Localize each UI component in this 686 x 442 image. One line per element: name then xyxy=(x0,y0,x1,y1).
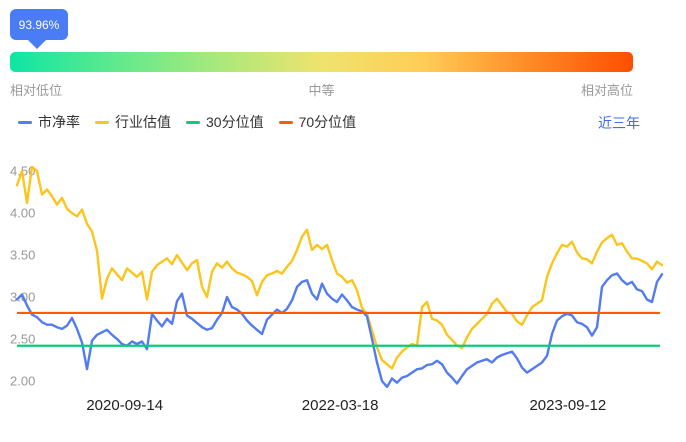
legend: 市净率 行业估值 30分位值 70分位值 xyxy=(18,112,356,132)
legend-item-3[interactable]: 70分位值 xyxy=(278,112,357,132)
legend-item-label: 行业估值 xyxy=(115,114,171,130)
legend-item-1[interactable]: 行业估值 xyxy=(95,112,171,132)
legend-item-2[interactable]: 30分位值 xyxy=(186,112,264,132)
x-axis-tick: 2023-09-12 xyxy=(529,397,606,414)
period-selector[interactable]: 近三年 xyxy=(598,115,640,131)
percentile-value: 93.96% xyxy=(18,17,60,32)
gauge-zone-labels: 相对低位 中等 相对高位 xyxy=(10,80,633,98)
tooltip-arrow-icon xyxy=(28,40,46,49)
legend-item-0[interactable]: 市净率 xyxy=(18,112,80,132)
x-axis-tick: 2022-03-18 xyxy=(302,397,379,414)
legend-dash-icon xyxy=(186,120,200,124)
zone-label-mid: 中等 xyxy=(308,83,335,98)
percentile-gauge-bar xyxy=(10,52,633,72)
y-axis-tick: 2.50 xyxy=(10,332,35,347)
series-line-1 xyxy=(15,165,664,370)
zone-label-high: 相对高位 xyxy=(580,83,633,98)
legend-dash-icon xyxy=(95,120,109,124)
legend-item-label: 市净率 xyxy=(38,114,80,130)
x-axis-tick: 2020-09-14 xyxy=(86,397,163,414)
percentile-tooltip: 93.96% xyxy=(10,9,68,40)
y-axis-tick: 3.50 xyxy=(10,248,35,263)
y-axis-tick: 2.00 xyxy=(10,374,35,389)
zone-label-low: 相对低位 xyxy=(10,83,63,98)
legend-dash-icon xyxy=(18,120,32,124)
series-line-0 xyxy=(15,272,664,389)
legend-dash-icon xyxy=(278,120,293,124)
legend-item-label: 30分位值 xyxy=(206,114,264,130)
legend-item-label: 70分位值 xyxy=(298,114,357,130)
y-axis-tick: 4.00 xyxy=(10,206,35,221)
